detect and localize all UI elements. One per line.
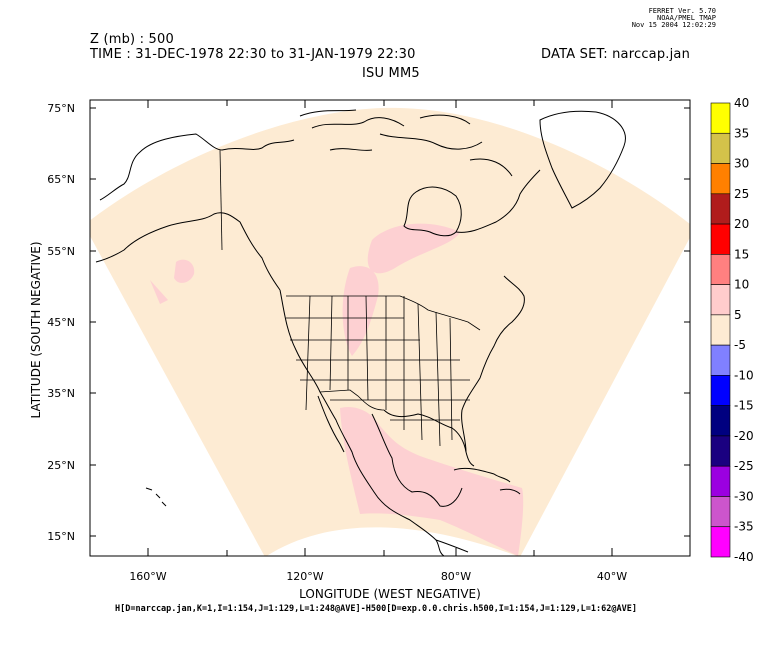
colorbar-swatch: [710, 435, 731, 467]
colorbar-label: -40: [734, 550, 754, 564]
coastline-greenland: [539, 110, 626, 209]
colorbar-swatch: [710, 526, 731, 558]
y-tick-label: 15°N: [47, 530, 75, 543]
colorbar-label: -35: [734, 520, 754, 534]
colorbar-label: -15: [734, 399, 754, 413]
y-tick-labels: 75°N 65°N 55°N 45°N 35°N 25°N 15°N: [47, 102, 75, 543]
x-tick-label: 160°W: [129, 570, 166, 583]
colorbar-swatch: [710, 496, 731, 528]
colorbar-label: 5: [734, 308, 742, 322]
coastline-islands: [145, 487, 167, 507]
border-states-horizontal: [286, 317, 470, 421]
colorbar-swatch: [710, 102, 731, 134]
time-range-label: TIME : 31-DEC-1978 22:30 to 31-JAN-1979 …: [90, 47, 416, 62]
y-tick-label: 45°N: [47, 316, 75, 329]
colorbar-label: -5: [734, 338, 746, 352]
coastline-cuba: [453, 467, 511, 483]
colorbar-swatch: [710, 405, 731, 437]
colorbar-swatch: [710, 344, 731, 376]
colorbar-label: 30: [734, 157, 749, 171]
colorbar-swatch: [710, 465, 731, 497]
x-tick-label: 80°W: [441, 570, 471, 583]
ferret-stamp: FERRET Ver. 5.70 NOAA/PMEL TMAP Nov 15 2…: [632, 8, 716, 29]
border-alaska: [219, 149, 223, 251]
field-region-pacific: [174, 259, 195, 283]
field-region-hudson: [367, 223, 460, 274]
z-level-label: Z (mb) : 500: [90, 32, 174, 47]
coastline-hudson-bay: [403, 186, 462, 237]
field-region-west-coast: [150, 280, 168, 304]
model-domain-field: [90, 107, 690, 556]
colorbar-label: 25: [734, 187, 749, 201]
y-tick-label: 35°N: [47, 387, 75, 400]
model-label: ISU MM5: [362, 66, 420, 81]
coastline-baja: [317, 395, 345, 453]
ferret-org: NOAA/PMEL TMAP: [656, 14, 716, 22]
y-axis: [90, 107, 690, 537]
colorbar-label: 10: [734, 278, 749, 292]
colorbar-label: -10: [734, 368, 754, 382]
colorbar: 40 35 30 25 20 15 10 5 -5 -10 -15 -20 -25 -30 -35 -40: [710, 96, 754, 564]
y-tick-label: 25°N: [47, 459, 75, 472]
x-tick-labels: 160°W 120°W 80°W 40°W: [129, 570, 627, 583]
colorbar-label: -30: [734, 489, 754, 503]
ferret-date: Nov 15 2004 12:02:29: [631, 21, 716, 29]
colorbar-label: 15: [734, 247, 749, 261]
colorbar-swatch: [710, 163, 731, 195]
colorbar-label: 20: [734, 217, 749, 231]
coastline-alaska-south: [95, 212, 281, 291]
colorbar-swatch: [710, 314, 731, 346]
x-tick-label: 40°W: [597, 570, 627, 583]
coastline-alaska: [99, 133, 295, 201]
x-axis-title: LONGITUDE (WEST NEGATIVE): [299, 587, 481, 601]
border-states-vertical: [305, 295, 453, 447]
ferret-version: FERRET Ver. 5.70: [648, 7, 716, 15]
colorbar-label: -20: [734, 429, 754, 443]
coastline-labrador: [455, 169, 541, 233]
colorbar-swatch: [710, 284, 731, 316]
field-region-plains: [342, 266, 379, 356]
plot-frame: [89, 99, 691, 557]
y-tick-label: 75°N: [47, 102, 75, 115]
y-axis-title: LATITUDE (SOUTH NEGATIVE): [29, 241, 43, 418]
y-tick-label: 55°N: [47, 245, 75, 258]
colorbar-label: 40: [734, 96, 749, 110]
dataset-label: DATA SET: narccap.jan: [541, 47, 691, 62]
coastline-pacific-us: [279, 289, 445, 556]
coastline-hispaniola: [499, 488, 521, 495]
border-us-mexico: [319, 389, 385, 411]
x-axis: [147, 100, 613, 556]
coastline-arctic-islands: [299, 109, 513, 177]
coastline-atlantic: [461, 275, 525, 453]
coastline-central-america: [435, 539, 469, 553]
coastline-layer: [95, 109, 626, 556]
map-field-layer: [90, 107, 690, 556]
colorbar-swatch: [710, 193, 731, 225]
x-tick-label: 120°W: [286, 570, 323, 583]
colorbar-swatch: [710, 254, 731, 285]
colorbar-swatch: [710, 375, 731, 406]
colorbar-label: -25: [734, 459, 754, 473]
colorbar-swatch: [710, 132, 731, 164]
borders-layer: [219, 149, 481, 447]
y-tick-label: 65°N: [47, 173, 75, 186]
colorbar-label: 35: [734, 126, 749, 140]
border-canada-us: [286, 295, 481, 331]
footer-expression: H[D=narccap.jan,K=1,I=1:154,J=1:129,L=1:…: [115, 604, 637, 614]
colorbar-swatch: [710, 223, 731, 255]
